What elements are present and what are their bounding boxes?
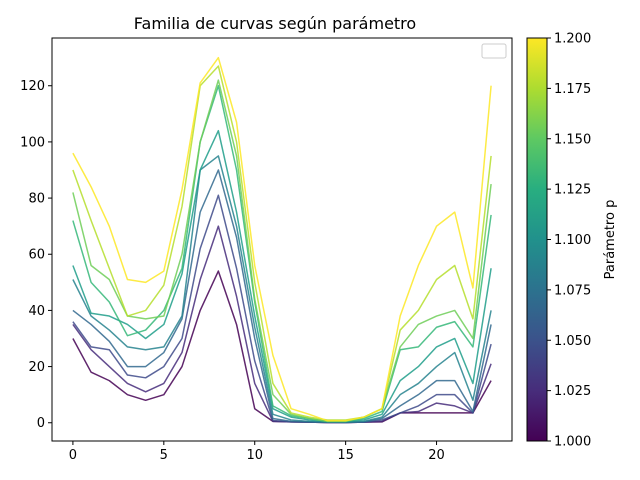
colorbar — [526, 37, 548, 442]
series-line-7 — [72, 79, 492, 423]
y-tick-label: 0 — [37, 416, 45, 431]
y-tick-label: 80 — [28, 192, 45, 207]
colorbar-tick-label: 1.150 — [554, 132, 591, 147]
legend-box — [481, 43, 507, 59]
colorbar-ticks: 1.000 1.025 1.050 1.075 1.100 1.125 1.150 1.175… — [547, 32, 591, 450]
series-line-3 — [72, 169, 492, 424]
colorbar-tick-label: 1.125 — [554, 183, 591, 198]
series-line-6 — [72, 84, 492, 423]
series-line-1 — [72, 225, 492, 424]
x-tick-label: 10 — [246, 448, 263, 463]
colorbar-tick-label: 1.025 — [554, 384, 591, 399]
y-axis: 0 20 40 60 80 100 120 — [20, 79, 52, 431]
colorbar-tick-label: 1.100 — [554, 233, 591, 248]
x-axis: 0 5 10 15 20 — [69, 441, 445, 463]
colorbar-label: Parámetro p — [603, 200, 618, 280]
series-line-4 — [72, 155, 492, 423]
y-tick-label: 60 — [28, 248, 45, 263]
series-line-8 — [72, 65, 492, 421]
colorbar-tick-label: 1.175 — [554, 82, 591, 97]
colorbar-tick-label: 1.200 — [554, 32, 591, 47]
y-tick-label: 120 — [20, 79, 45, 94]
y-tick-label: 40 — [28, 304, 45, 319]
plot-frame — [51, 37, 513, 442]
series-layer — [72, 56, 492, 424]
series-line-9 — [72, 56, 492, 422]
y-tick-label: 20 — [28, 360, 45, 375]
x-tick-label: 20 — [428, 448, 445, 463]
colorbar-tick-label: 1.050 — [554, 334, 591, 349]
colorbar-tick-label: 1.075 — [554, 283, 591, 298]
x-tick-label: 15 — [337, 448, 354, 463]
series-line-2 — [72, 194, 492, 424]
y-tick-label: 100 — [20, 135, 45, 150]
colorbar-tick-label: 1.000 — [554, 435, 591, 450]
x-tick-label: 5 — [160, 448, 168, 463]
series-line-5 — [72, 129, 492, 423]
x-tick-label: 0 — [69, 448, 77, 463]
chart-title: Familia de curvas según parámetro — [134, 14, 416, 33]
